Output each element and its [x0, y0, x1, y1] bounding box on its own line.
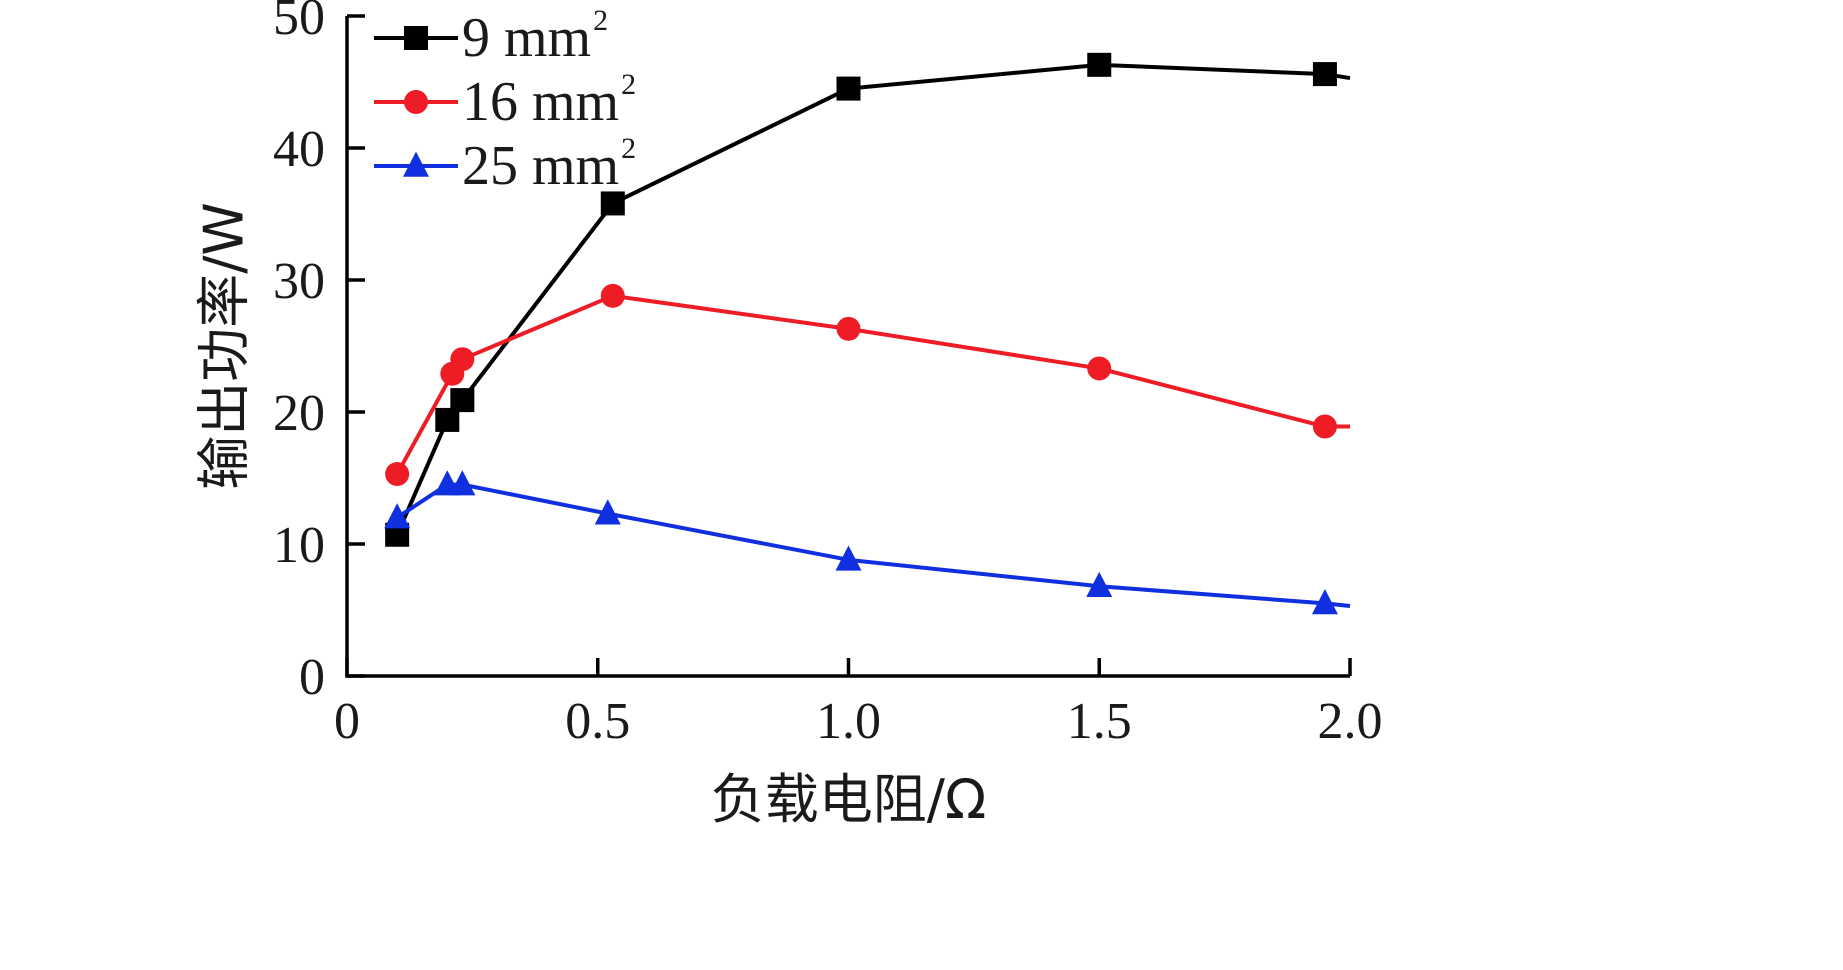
y-tick-label: 20: [273, 385, 325, 442]
data-point-series-2: [836, 316, 861, 341]
legend-label-superscript: 2: [593, 4, 608, 37]
series-line-3: [396, 482, 1351, 609]
legend-label-superscript: 2: [621, 68, 636, 101]
y-tick-label: 0: [299, 649, 325, 706]
data-point-series-3: [1086, 571, 1113, 598]
legend-label-3: 25 mm2: [462, 132, 636, 197]
legend-label-2: 16 mm2: [462, 68, 636, 133]
y-tick-label: 10: [273, 517, 325, 574]
data-point-series-1: [1087, 52, 1112, 77]
data-point-series-3: [594, 499, 621, 525]
data-point-series-2: [1087, 356, 1112, 381]
data-point-series-1: [836, 76, 861, 101]
data-point-series-2: [1312, 414, 1337, 439]
data-point-series-3: [1311, 589, 1338, 615]
legend-label-1: 9 mm2: [462, 4, 608, 69]
y-tick-label: 40: [273, 121, 325, 178]
data-point-series-1: [450, 388, 475, 413]
x-tick-label: 0.5: [565, 693, 630, 750]
y-tick-label: 30: [273, 253, 325, 310]
data-point-series-1: [1312, 62, 1337, 87]
data-point-series-1: [600, 191, 625, 216]
x-tick-label: 2.0: [1318, 693, 1383, 750]
legend-label-superscript: 2: [621, 132, 636, 165]
legend-marker-1: [404, 26, 428, 50]
y-tick-label: 50: [273, 0, 325, 46]
data-point-series-3: [449, 470, 476, 496]
series-line-2: [395, 293, 1350, 476]
x-tick-label: 1.0: [816, 693, 881, 750]
legend-label-text: 16 mm: [462, 71, 619, 133]
legend-label-text: 9 mm: [462, 7, 591, 69]
legend-marker-3: [403, 151, 429, 177]
legend-marker-2: [404, 90, 428, 114]
data-point-series-2: [600, 283, 625, 308]
data-point-series-3: [835, 545, 862, 571]
legend-label-text: 25 mm: [462, 135, 619, 197]
data-point-series-2: [450, 347, 475, 372]
x-tick-label: 1.5: [1067, 693, 1132, 750]
data-point-series-3: [384, 503, 411, 529]
y-axis-title: 输出功率/W: [193, 202, 256, 490]
x-tick-label: 0: [334, 693, 360, 750]
x-axis-title: 负载电阻/Ω: [711, 768, 986, 831]
data-point-series-2: [385, 462, 410, 487]
